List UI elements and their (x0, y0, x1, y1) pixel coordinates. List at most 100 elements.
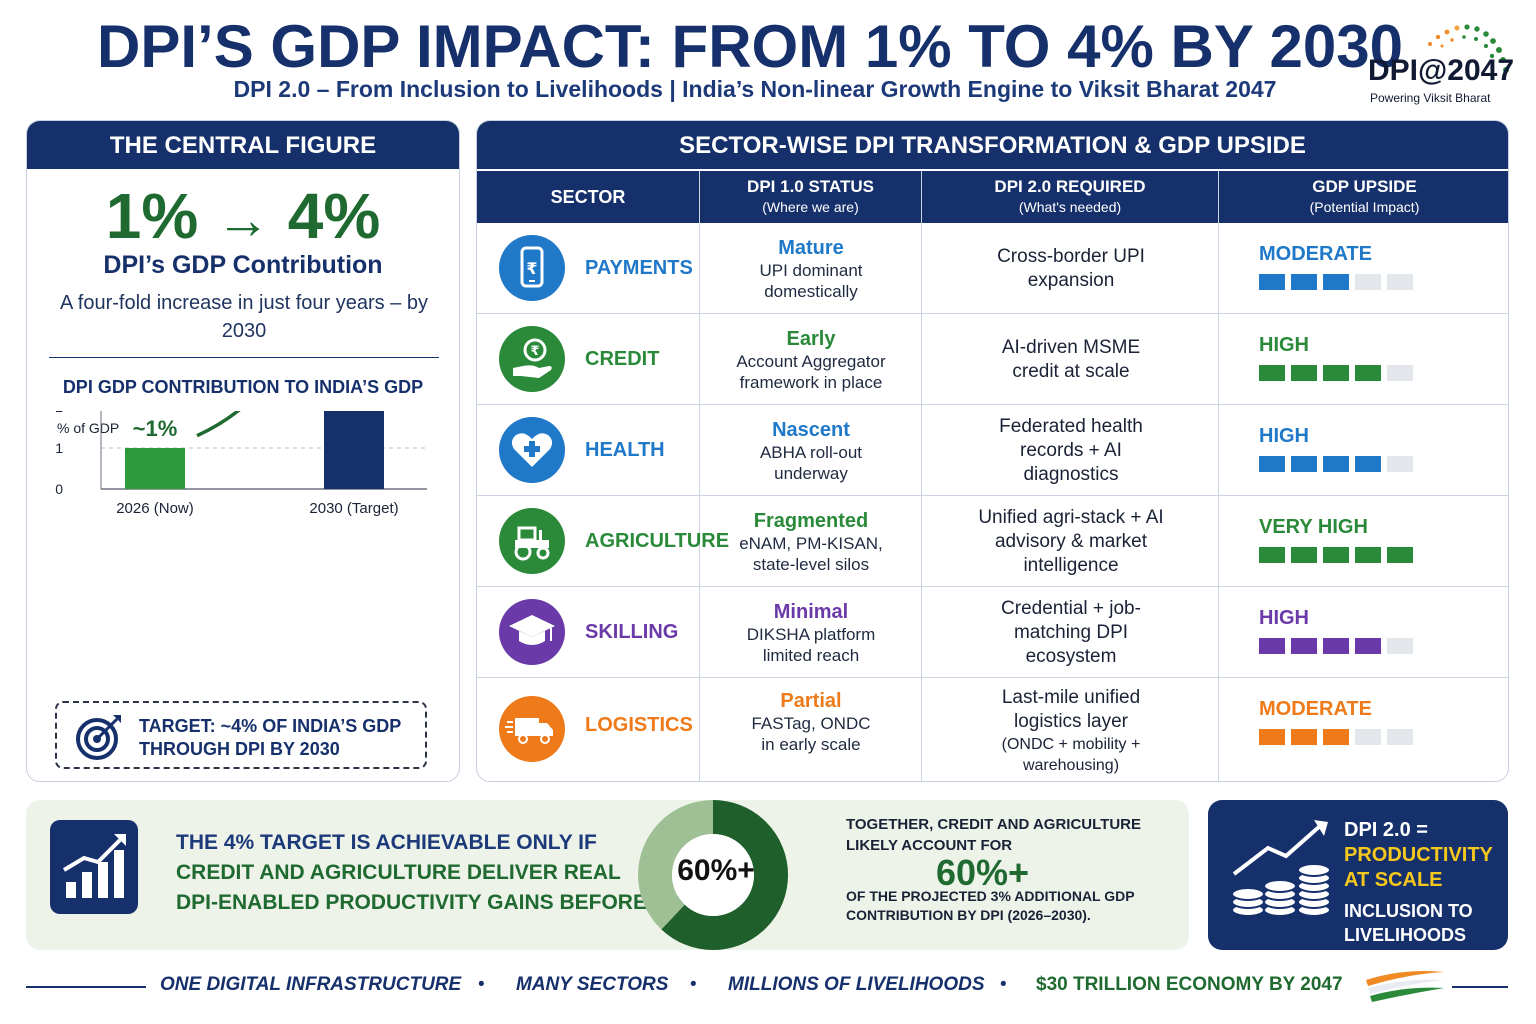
column-divider (1218, 171, 1219, 781)
upside-block (1259, 729, 1285, 745)
sector-table-heading: SECTOR-WISE DPI TRANSFORMATION & GDP UPS… (477, 121, 1508, 169)
page-subtitle: DPI 2.0 – From Inclusion to Livelihoods … (233, 76, 1277, 102)
upside-block (1291, 729, 1317, 745)
upside-block (1387, 274, 1413, 290)
graduation-cap-icon (499, 599, 565, 665)
status-detail: DIKSHA platform limited reach (746, 625, 876, 665)
upside-block (1323, 274, 1349, 290)
status-level: Nascent (772, 419, 850, 441)
status-cell: Minimal DIKSHA platform limited reach (701, 601, 921, 666)
dpi-summary-box: DPI 2.0 = PRODUCTIVITY AT SCALE INCLUSIO… (1208, 800, 1508, 950)
delivery-truck-icon (499, 696, 565, 762)
upside-cell: HIGH (1259, 425, 1413, 472)
hand-rupee-icon: ₹ (499, 326, 565, 392)
gdp-bar-chart: % of GDP012345~1%2026 (Now)~4%2030 (Targ… (55, 411, 427, 517)
column-divider (921, 171, 922, 781)
required-cell: AI-driven MSME credit at scale (1001, 337, 1141, 382)
chart-title: DPI GDP CONTRIBUTION TO INDIA’S GDP (62, 377, 424, 397)
upside-block (1323, 456, 1349, 472)
share-donut-chart (638, 800, 788, 950)
table-row-logistics: LOGISTICS Partial FASTag, ONDC in early … (477, 678, 1508, 781)
upside-meter (1259, 547, 1413, 563)
footer-tagline: ONE DIGITAL INFRASTRUCTURE • MANY SECTOR… (0, 971, 1536, 1002)
together-text: TOGETHER, CREDIT AND AGRICULTURE LIKELY … (846, 816, 1141, 854)
bar (324, 411, 384, 489)
upside-cell: HIGH (1259, 334, 1413, 381)
required-cell: Credential + job-matching DPI ecosystem (1001, 598, 1141, 667)
status-detail: eNAM, PM-KISAN, state-level silos (739, 534, 883, 574)
dpi-summary-line-3: AT SCALE (1344, 869, 1443, 891)
logo-tagline: Powering Viksit Bharat (1370, 91, 1491, 105)
upside-block (1259, 547, 1285, 563)
phone-rupee-icon: ₹ (499, 235, 565, 301)
growth-arrow-icon (196, 411, 241, 438)
together-figure: 60%+ (936, 852, 1030, 893)
required-cell: Last-mile unified logistics layer (ONDC … (923, 686, 1219, 776)
required-detail: (ONDC + mobility + warehousing) (1001, 736, 1141, 774)
upside-block (1323, 638, 1349, 654)
donut-hole (672, 834, 754, 916)
upside-block (1355, 365, 1381, 381)
footer-separator: • (1000, 974, 1007, 995)
upside-meter (1259, 638, 1413, 654)
tractor-icon (499, 508, 565, 574)
status-detail: FASTag, ONDC in early scale (751, 714, 871, 754)
banner-line-1: THE 4% TARGET IS ACHIEVABLE ONLY IF (176, 831, 597, 854)
y-tick-label: 2 (55, 411, 63, 415)
sector-name: SKILLING (585, 621, 679, 643)
donut-label: 60%+ (677, 854, 755, 887)
sector-table-panel: SECTOR-WISE DPI TRANSFORMATION & GDP UPS… (476, 120, 1509, 782)
dpi-summary-text: DPI 2.0 = PRODUCTIVITY AT SCALE INCLUSIO… (1344, 818, 1493, 947)
central-figure-panel: THE CENTRAL FIGURE 1% → 4% DPI’s GDP Con… (26, 120, 460, 782)
coins-growth-icon (1231, 820, 1331, 917)
upside-block (1387, 729, 1413, 745)
table-row-agriculture: AGRICULTURE Fragmented eNAM, PM-KISAN, s… (477, 496, 1508, 586)
together-footnote: OF THE PROJECTED 3% ADDITIONAL GDP CONTR… (846, 888, 1135, 923)
required-cell: Unified agri-stack + AI advisory & marke… (978, 507, 1164, 576)
y-tick-label: 1 (55, 440, 63, 456)
upside-block (1323, 729, 1349, 745)
required-main: Last-mile unified logistics layer (1001, 687, 1141, 732)
y-axis-label: % of GDP (57, 420, 119, 436)
table-row-skilling: SKILLING Minimal DIKSHA platform limited… (477, 587, 1508, 677)
footer-item: MILLIONS OF LIVELIHOODS (728, 974, 985, 995)
column-header-upside-sub: (Potential Impact) (1309, 199, 1420, 215)
upside-block (1355, 274, 1381, 290)
figure-from: 1% (105, 180, 199, 252)
central-figure-heading: THE CENTRAL FIGURE (27, 121, 459, 169)
logo-dots-icon (1428, 24, 1509, 73)
upside-block (1355, 729, 1381, 745)
donut-share (638, 800, 788, 950)
upside-meter (1259, 274, 1413, 290)
dpi-summary-line-5: LIVELIHOODS (1344, 925, 1467, 945)
row-divider (477, 677, 1508, 678)
target-text: TARGET: ~4% OF INDIA’S GDP THROUGH DPI B… (139, 716, 401, 759)
arrow-right-icon: → (216, 190, 270, 250)
data-label: ~1% (133, 416, 178, 441)
upside-block (1355, 456, 1381, 472)
footer-separator: • (690, 974, 697, 995)
column-header-status-sub: (Where we are) (762, 199, 859, 215)
status-cell: Nascent ABHA roll-out underway (701, 419, 921, 484)
footer-item: $30 TRILLION ECONOMY BY 2047 (1036, 974, 1343, 995)
column-header-required-title: DPI 2.0 REQUIRED (994, 177, 1146, 196)
y-tick-label: 0 (55, 481, 63, 497)
growth-chart-icon (50, 820, 138, 914)
row-divider (477, 404, 1508, 405)
upside-block (1259, 456, 1285, 472)
dpi-summary-line-4: INCLUSION TO (1344, 901, 1473, 921)
logo-text: DPI@2047 (1368, 54, 1515, 87)
bar (125, 448, 185, 489)
upside-label: MODERATE (1259, 698, 1372, 720)
target-callout: TARGET: ~4% OF INDIA’S GDP THROUGH DPI B… (55, 701, 427, 769)
upside-block (1387, 456, 1413, 472)
dpi-summary-line-1: DPI 2.0 = (1344, 819, 1428, 841)
upside-block (1291, 547, 1317, 563)
svg-text:₹: ₹ (530, 344, 539, 359)
sector-name: LOGISTICS (585, 714, 693, 736)
footer-separator: • (478, 974, 485, 995)
required-cell: Cross-border UPI expansion (997, 246, 1145, 291)
heart-cross-icon (499, 417, 565, 483)
upside-block (1291, 456, 1317, 472)
footer-rule (1452, 986, 1508, 988)
